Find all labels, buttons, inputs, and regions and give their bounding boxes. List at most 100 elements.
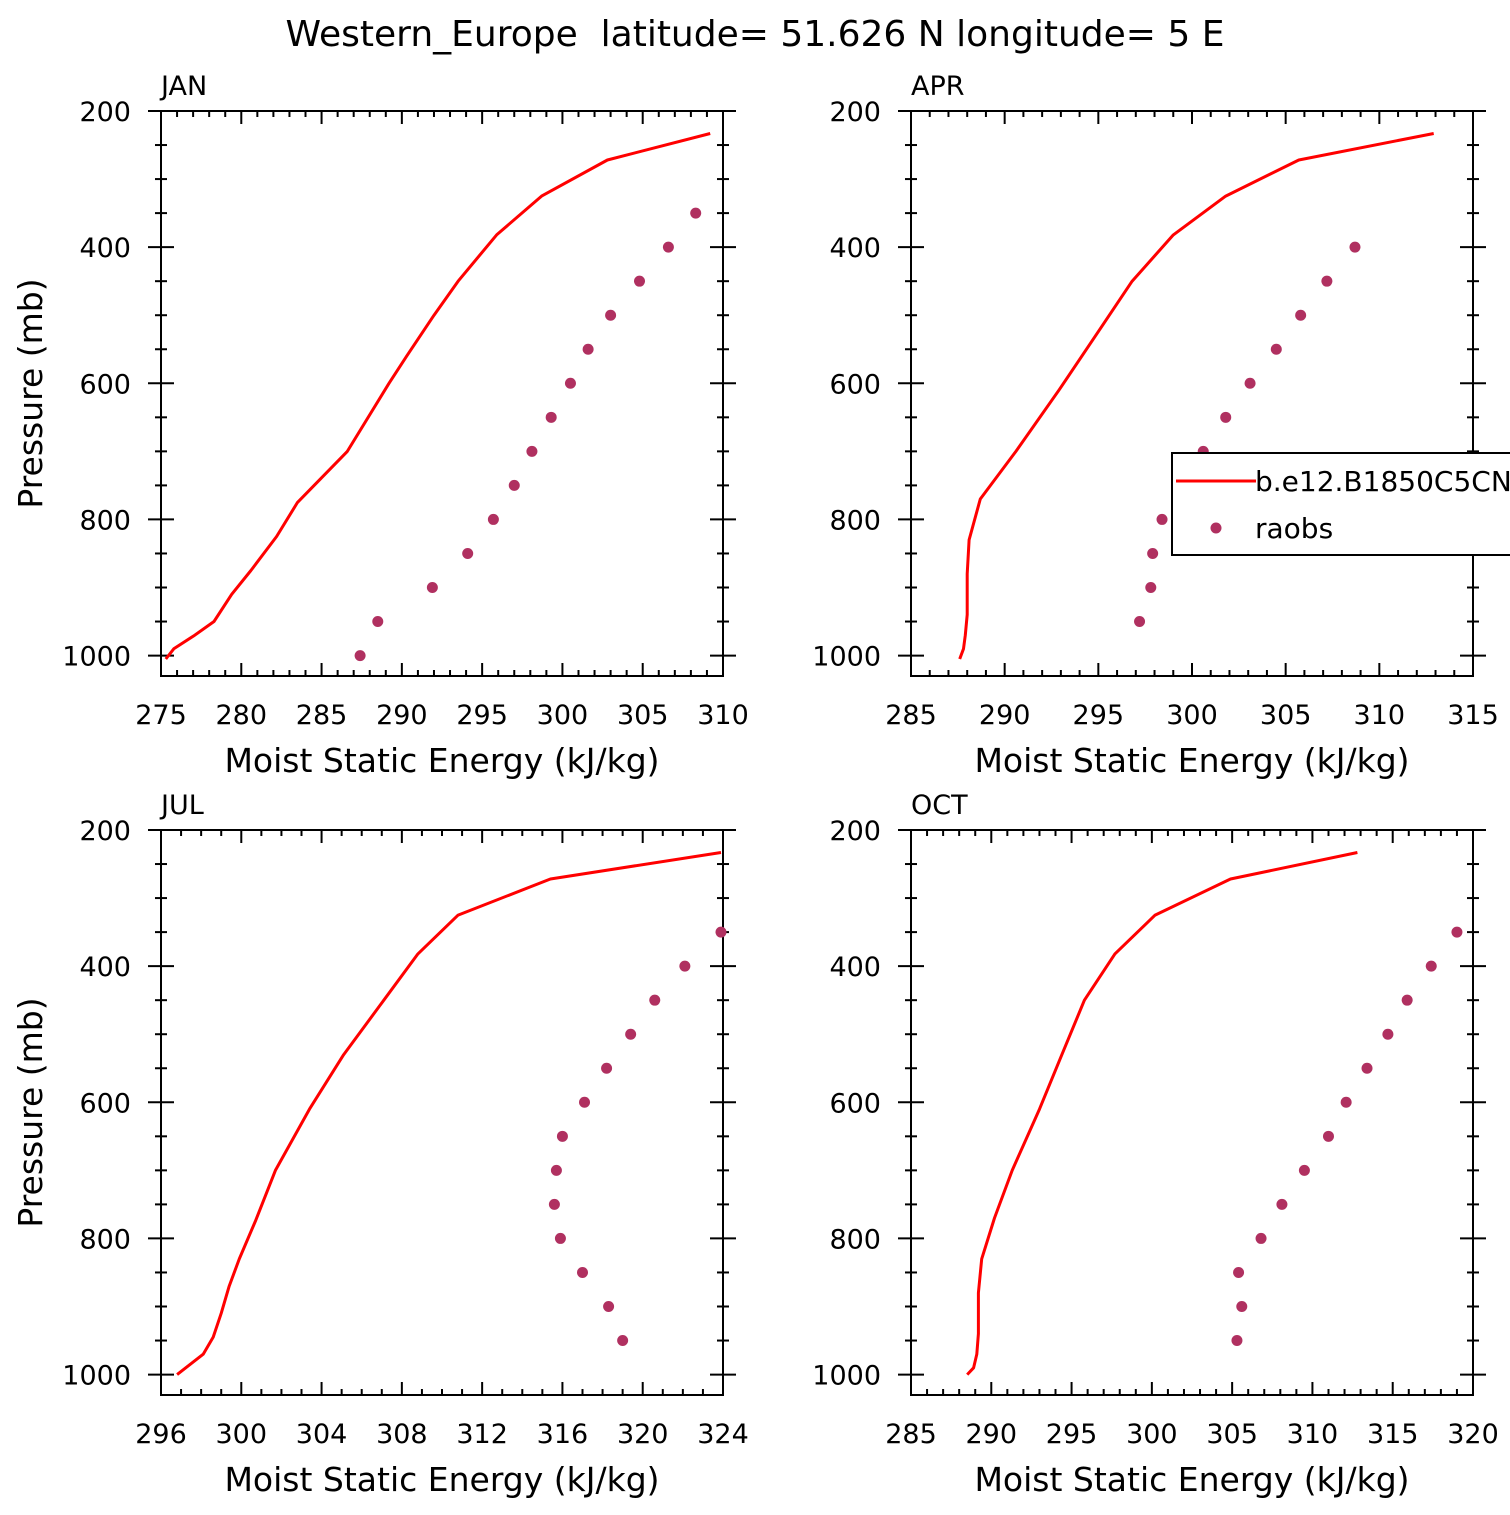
raobs-point — [1231, 1335, 1243, 1347]
x-tick-label: 295 — [1046, 1419, 1098, 1450]
x-tick-label: 296 — [135, 1419, 187, 1450]
legend: b.e12.B1850C5CN raobs — [1171, 452, 1510, 556]
raobs-point — [508, 479, 520, 491]
raobs-point — [1134, 616, 1146, 628]
x-tick-label: 316 — [537, 1419, 589, 1450]
raobs-point — [1298, 1164, 1310, 1176]
raobs-point — [556, 1130, 568, 1142]
raobs-point — [662, 241, 674, 253]
model-line-jul — [176, 851, 722, 1376]
raobs-point — [1321, 275, 1333, 287]
model-line-oct — [966, 851, 1358, 1376]
y-tick-label: 400 — [79, 952, 131, 983]
raobs-point — [1349, 241, 1361, 253]
x-tick-label: 300 — [1166, 700, 1218, 731]
panel-jul: JUL 296 300 304 308 312 316 320 324 200 400 600 800 1… — [11, 790, 749, 1499]
raobs-point — [582, 343, 594, 355]
x-tick-label: 305 — [1260, 700, 1312, 731]
raobs-point — [354, 650, 366, 662]
raobs-point — [554, 1232, 566, 1244]
raobs-point — [1322, 1130, 1334, 1142]
x-axis-label: Moist Static Energy (kJ/kg) — [224, 741, 659, 780]
x-tick-label: 305 — [1206, 1419, 1258, 1450]
x-tick-label: 290 — [979, 700, 1031, 731]
y-tick-label: 800 — [79, 505, 131, 536]
x-tick-label: 280 — [216, 700, 268, 731]
raobs-point — [1236, 1301, 1248, 1313]
y-tick-label: 800 — [79, 1224, 131, 1255]
plot-frame — [160, 110, 724, 677]
x-tick-label: 320 — [1447, 1419, 1499, 1450]
y-tick-label: 600 — [79, 1088, 131, 1119]
panel-title: JAN — [159, 71, 207, 102]
raobs-point — [1382, 1028, 1394, 1040]
panel-apr: APR 285 290 295 300 305 310 315 200 400 600 800 1000… — [812, 71, 1498, 780]
x-ticks: 296 300 304 308 312 316 320 324 — [135, 830, 749, 1450]
legend-label-model: b.e12.B1850C5CN — [1255, 465, 1510, 498]
raobs-point — [579, 1096, 591, 1108]
x-ticks: 285 290 295 300 305 310 315 320 — [885, 830, 1499, 1450]
raobs-point — [1244, 377, 1256, 389]
raobs-point — [617, 1335, 629, 1347]
raobs-point — [564, 377, 576, 389]
x-tick-label: 300 — [537, 700, 589, 731]
raobs-point — [1233, 1266, 1245, 1278]
y-tick-label: 1000 — [812, 1361, 881, 1392]
panel-title: JUL — [159, 790, 204, 821]
x-tick-label: 310 — [1354, 700, 1406, 731]
raobs-point — [1295, 309, 1307, 321]
x-tick-label: 275 — [135, 700, 187, 731]
y-tick-label: 1000 — [62, 1361, 131, 1392]
x-tick-label: 300 — [216, 1419, 268, 1450]
y-tick-label: 200 — [79, 97, 131, 128]
raobs-point — [603, 1301, 615, 1313]
y-tick-label: 200 — [829, 816, 881, 847]
y-tick-label: 800 — [829, 1224, 881, 1255]
raobs-point — [1401, 994, 1413, 1006]
y-tick-label: 800 — [829, 505, 881, 536]
x-tick-label: 310 — [1287, 1419, 1339, 1450]
x-tick-label: 315 — [1367, 1419, 1419, 1450]
y-tick-label: 200 — [79, 816, 131, 847]
raobs-point — [1156, 513, 1168, 525]
plot-frame — [910, 829, 1474, 1396]
legend-label-raobs: raobs — [1255, 512, 1333, 545]
figure-title: Western_Europe latitude= 51.626 N longit… — [286, 14, 1225, 55]
y-ticks: 200 400 600 800 1000 — [62, 816, 736, 1392]
x-tick-label: 308 — [376, 1419, 428, 1450]
raobs-point — [577, 1266, 588, 1278]
raobs-point — [550, 1164, 562, 1176]
x-tick-label: 304 — [296, 1419, 348, 1450]
raobs-point — [715, 926, 727, 938]
y-tick-label: 1000 — [62, 642, 131, 673]
panel-title: APR — [911, 71, 965, 102]
y-tick-label: 600 — [829, 369, 881, 400]
raobs-markers-jul — [548, 926, 727, 1347]
raobs-markers-apr — [1134, 241, 1361, 628]
raobs-point — [548, 1198, 560, 1210]
legend-box — [1171, 452, 1510, 556]
y-ticks: 200 400 600 800 1000 — [62, 97, 736, 673]
panel-jan: JAN 275 280 285 290 295 300 305 310 200 400 600 800 1… — [11, 71, 749, 780]
x-ticks: 285 290 295 300 305 310 315 — [885, 111, 1499, 731]
raobs-point — [1220, 411, 1232, 423]
raobs-point — [1276, 1198, 1288, 1210]
raobs-point — [1145, 582, 1157, 594]
x-tick-label: 290 — [966, 1419, 1018, 1450]
raobs-point — [372, 616, 384, 628]
raobs-point — [487, 513, 499, 525]
x-ticks: 275 280 285 290 295 300 305 310 — [135, 111, 749, 731]
plot-frame — [160, 829, 724, 1396]
x-axis-label: Moist Static Energy (kJ/kg) — [224, 1460, 659, 1499]
x-tick-label: 315 — [1447, 700, 1499, 731]
x-tick-label: 320 — [617, 1419, 669, 1450]
x-tick-label: 310 — [697, 700, 749, 731]
raobs-point — [605, 309, 617, 321]
model-line-jan — [164, 132, 711, 660]
raobs-point — [601, 1062, 613, 1074]
x-tick-label: 324 — [697, 1419, 749, 1450]
y-tick-label: 400 — [829, 952, 881, 983]
x-tick-label: 285 — [885, 700, 937, 731]
